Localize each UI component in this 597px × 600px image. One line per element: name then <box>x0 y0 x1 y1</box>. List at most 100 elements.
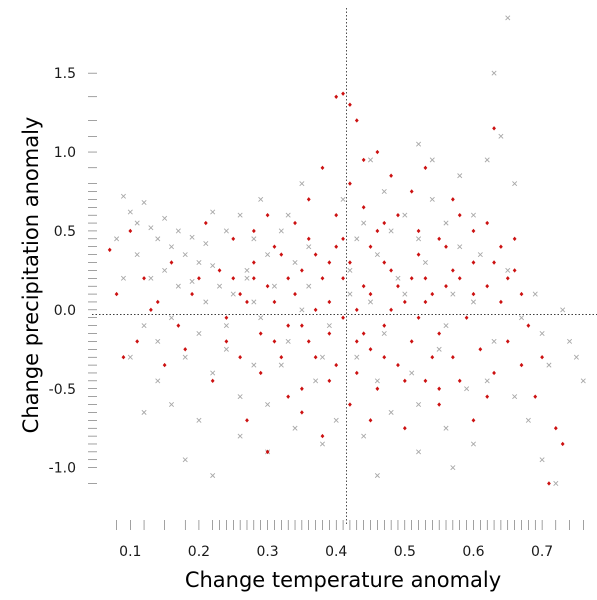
red-points <box>107 91 565 486</box>
red-point <box>450 197 455 202</box>
grey-point <box>409 370 415 376</box>
grey-point-stroke <box>271 283 277 289</box>
y-tick-label: -0.5 <box>49 382 76 398</box>
grey-point-stroke <box>223 323 229 329</box>
red-point <box>224 339 229 344</box>
grey-point <box>251 236 257 242</box>
grey-point <box>278 228 284 234</box>
red-point <box>423 276 428 281</box>
grey-point-stroke <box>381 188 387 195</box>
grey-point-stroke <box>361 220 367 226</box>
grey-point-stroke <box>354 354 360 360</box>
red-point <box>375 149 380 155</box>
grey-point <box>477 252 483 258</box>
grey-point-stroke <box>196 259 202 266</box>
grey-point <box>299 307 305 313</box>
grey-point-stroke <box>182 354 188 360</box>
grey-point-stroke <box>141 409 147 415</box>
grey-point-stroke <box>278 362 284 368</box>
red-point <box>245 299 249 305</box>
grey-point <box>127 354 133 360</box>
red-point <box>121 354 126 360</box>
red-point <box>306 339 311 344</box>
grey-point <box>217 283 223 289</box>
grey-point-stroke <box>155 378 161 384</box>
grey-point-stroke <box>560 307 566 313</box>
grey-point-stroke <box>416 449 422 455</box>
grey-point-stroke <box>175 283 181 289</box>
grey-point <box>416 141 422 147</box>
grey-point-stroke <box>313 378 319 384</box>
grey-point <box>237 433 243 439</box>
grey-point <box>168 315 175 321</box>
grey-point-stroke <box>251 299 257 305</box>
grey-point <box>189 234 195 240</box>
grey-point-stroke <box>374 473 380 479</box>
grey-point-stroke <box>155 338 161 344</box>
grey-point <box>368 299 374 305</box>
grey-point <box>512 181 518 187</box>
grey-point <box>196 330 202 337</box>
grey-point-stroke <box>347 291 353 297</box>
red-point <box>286 323 291 328</box>
grey-point-stroke <box>237 433 243 439</box>
red-point <box>354 339 359 344</box>
grey-point <box>120 275 126 281</box>
grey-point <box>491 338 497 344</box>
red-point <box>485 394 490 399</box>
grey-point <box>278 362 284 368</box>
red-point <box>203 220 208 226</box>
grey-point-stroke <box>148 275 154 281</box>
grey-point-stroke <box>491 338 497 344</box>
grey-point <box>210 209 216 215</box>
red-point <box>396 283 400 289</box>
red-point <box>430 354 435 360</box>
red-point <box>155 299 160 305</box>
grey-point <box>422 259 428 266</box>
y-tick-label: -1.0 <box>49 461 76 477</box>
red-point <box>361 283 366 289</box>
grey-point <box>265 252 271 258</box>
grey-point-stroke <box>546 362 552 368</box>
grey-point-stroke <box>416 402 422 408</box>
red-point <box>423 299 428 305</box>
red-point <box>327 331 332 336</box>
grey-point-stroke <box>512 181 518 187</box>
grey-point-stroke <box>210 209 216 215</box>
red-point <box>361 331 366 336</box>
grey-point <box>155 338 161 344</box>
grey-point <box>120 193 126 199</box>
grey-point-stroke <box>155 236 161 242</box>
grey-point-stroke <box>182 252 188 258</box>
red-point <box>272 299 277 305</box>
grey-point-stroke <box>306 244 312 250</box>
red-point <box>533 394 538 399</box>
red-point <box>245 418 249 423</box>
red-point <box>512 268 517 273</box>
red-point <box>457 212 462 218</box>
grey-point <box>443 323 449 329</box>
red-point <box>492 370 496 376</box>
red-point <box>423 165 428 171</box>
grey-point <box>470 212 476 218</box>
red-point <box>471 260 476 265</box>
grey-point-stroke <box>484 157 490 163</box>
red-point <box>197 276 201 281</box>
grey-point-stroke <box>409 370 415 376</box>
grey-point <box>182 252 188 258</box>
grey-point <box>210 370 216 376</box>
grey-point-stroke <box>168 244 175 250</box>
red-point <box>348 402 352 407</box>
red-point <box>114 291 119 297</box>
red-point <box>519 362 524 368</box>
grey-point-stroke <box>244 267 250 273</box>
x-tick-label: 0.2 <box>188 544 210 560</box>
red-point <box>416 228 421 234</box>
x-tick-label: 0.1 <box>119 544 141 560</box>
grey-point <box>244 275 250 281</box>
grey-point-stroke <box>429 196 435 202</box>
grey-point-stroke <box>361 433 367 439</box>
grey-point <box>361 220 367 226</box>
grey-point-stroke <box>162 215 168 221</box>
grey-point <box>223 346 229 352</box>
